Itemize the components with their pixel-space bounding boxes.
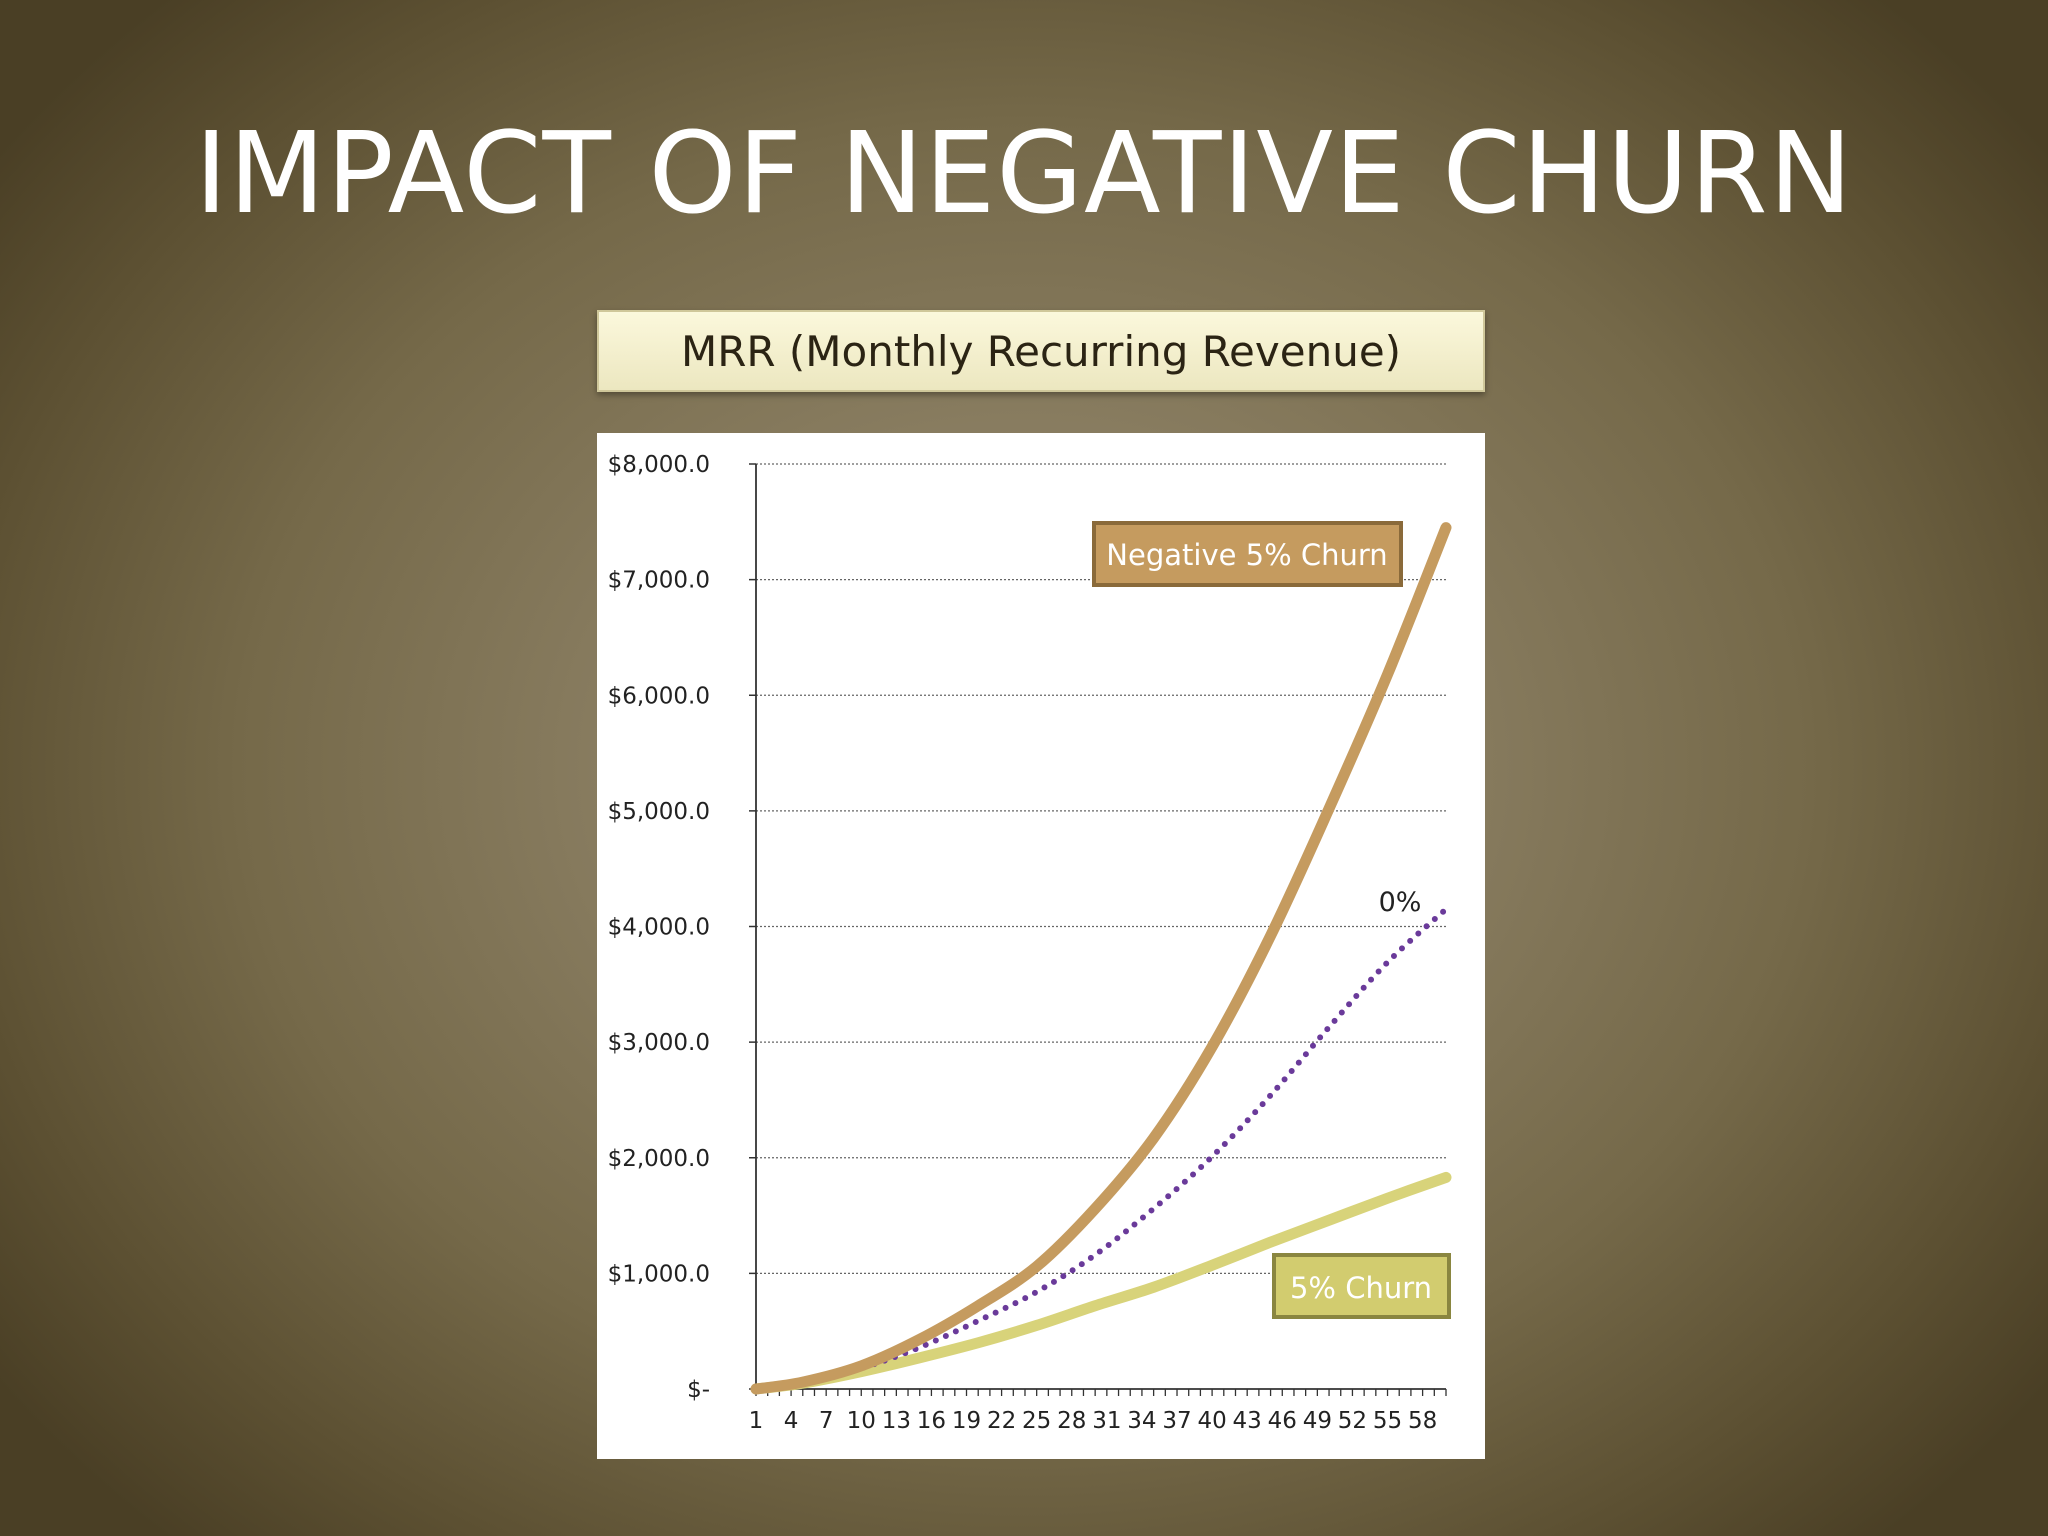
legend-label-5-churn: 5% Churn — [1290, 1271, 1432, 1305]
x-tick-label: 43 — [1233, 1408, 1262, 1434]
x-tick-label: 28 — [1057, 1408, 1086, 1434]
x-tick-label: 16 — [917, 1408, 946, 1434]
series-line-0 — [753, 906, 1449, 1392]
y-tick-label: $8,000.0 — [608, 452, 710, 478]
y-tick-label: $2,000.0 — [608, 1146, 710, 1172]
x-tick-label: 19 — [952, 1408, 981, 1434]
x-tick-label: 13 — [882, 1408, 911, 1434]
legend-box-negative-5-churn — [1092, 521, 1403, 587]
y-tick-label: $1,000.0 — [608, 1261, 710, 1287]
x-tick-label: 52 — [1338, 1408, 1367, 1434]
y-tick-label: $4,000.0 — [608, 915, 710, 941]
x-tick-label: 55 — [1373, 1408, 1402, 1434]
x-tick-label: 49 — [1303, 1408, 1332, 1434]
x-tick-label: 10 — [847, 1408, 876, 1434]
x-tick-label: 1 — [749, 1408, 764, 1434]
legend-label-negative-5-churn: Negative 5% Churn — [1106, 538, 1387, 572]
y-tick-label: $- — [687, 1377, 710, 1403]
x-tick-label: 4 — [784, 1408, 799, 1434]
chart-title: MRR (Monthly Recurring Revenue) — [597, 310, 1485, 392]
x-tick-label: 58 — [1408, 1408, 1437, 1434]
x-tick-label: 22 — [987, 1408, 1016, 1434]
chart-panel: $- $1,000.0 $2,000.0 $3,000.0 $4,000.0 $5,000… — [597, 433, 1485, 1459]
x-tick-label: 31 — [1092, 1408, 1121, 1434]
mrr-line-chart: $- $1,000.0 $2,000.0 $3,000.0 $4,000.0 $5,000… — [608, 452, 1452, 1434]
y-tick-label: $7,000.0 — [608, 568, 710, 594]
x-tick-label: 34 — [1127, 1408, 1156, 1434]
series-line-negative-5-churn — [750, 522, 1452, 1395]
y-tick-label: $6,000.0 — [608, 683, 710, 709]
x-tick-label: 46 — [1268, 1408, 1297, 1434]
x-tick-label: 40 — [1197, 1408, 1226, 1434]
x-tick-label: 7 — [819, 1408, 834, 1434]
legend-label-0-percent: 0% — [1379, 887, 1422, 918]
slide-title: IMPACT OF NEGATIVE CHURN — [194, 109, 1854, 239]
legend-box-5-churn — [1272, 1253, 1451, 1319]
y-tick-label: $5,000.0 — [608, 799, 710, 825]
y-tick-label: $3,000.0 — [608, 1030, 710, 1056]
x-tick-label: 37 — [1162, 1408, 1191, 1434]
x-tick-label: 25 — [1022, 1408, 1051, 1434]
